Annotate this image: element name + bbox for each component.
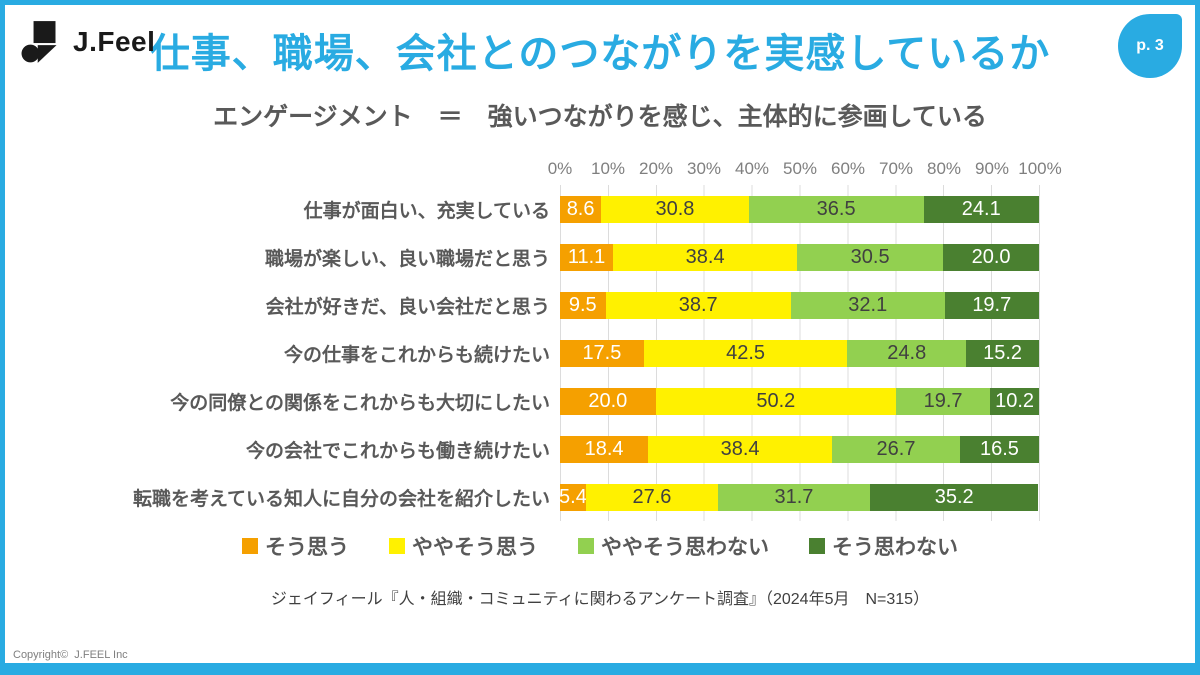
bar-segment: 27.6: [585, 483, 719, 511]
bar-segment: 30.5: [797, 243, 944, 271]
stacked-bar: 8.6 30.8 36.5 24.1: [560, 195, 1039, 223]
jfeel-logo-icon: [21, 21, 57, 63]
legend-swatch: [242, 538, 258, 554]
x-axis-tick: 20%: [638, 159, 674, 178]
category-label: 今の会社でこれからも働き続けたい: [245, 440, 550, 462]
logo-text: J.Feel: [73, 26, 156, 57]
x-axis-tick: 90%: [974, 159, 1010, 178]
legend-swatch: [809, 538, 825, 554]
legend-item: ややそう思う: [389, 531, 538, 561]
x-axis-tick: 10%: [590, 159, 626, 178]
bar-row: 20.0 50.2 19.7 10.2: [560, 377, 1039, 425]
category-label: 仕事が面白い、充実している: [303, 200, 550, 222]
x-axis-tick: 60%: [830, 159, 866, 178]
legend-item: ややそう思わない: [578, 531, 769, 561]
bar-segment: 16.5: [959, 435, 1039, 463]
category-label: 会社が好きだ、良い会社だと思う: [265, 296, 550, 318]
bar-segment: 19.7: [895, 387, 991, 415]
engagement-stacked-bar-chart: 0% 10% 20% 30% 40% 50% 60% 70% 80% 90% 100% 仕事が面白い…: [105, 159, 1062, 521]
category-label: 今の同僚との関係をこれからも大切にしたい: [170, 392, 550, 414]
bar-segment: 24.8: [847, 339, 967, 367]
bar-segment: 18.4: [560, 435, 649, 463]
stacked-bar: 9.5 38.7 32.1 19.7: [560, 291, 1039, 319]
bar-segment: 26.7: [832, 435, 960, 463]
legend-swatch: [578, 538, 594, 554]
page-number-badge: p. 3: [1118, 14, 1182, 78]
bar-segment: 38.4: [648, 435, 833, 463]
x-axis-tick: 100%: [1018, 159, 1062, 178]
x-axis: 0% 10% 20% 30% 40% 50% 60% 70% 80% 90% 100%: [105, 159, 1062, 185]
category-label: 今の仕事をこれからも続けたい: [283, 344, 550, 366]
bar-segment: 30.8: [601, 195, 749, 223]
bar-segment: 15.2: [966, 339, 1039, 367]
x-axis-tick: 80%: [926, 159, 962, 178]
bar-segment: 20.0: [560, 387, 656, 415]
x-axis-tick: 70%: [878, 159, 914, 178]
bar-segment: 9.5: [560, 291, 606, 319]
legend-label: そう思う: [265, 536, 349, 559]
chart-legend: そう思う ややそう思う ややそう思わない そう思わない: [5, 531, 1195, 561]
x-axis-ticks: 0% 10% 20% 30% 40% 50% 60% 70% 80% 90% 100%: [548, 159, 1062, 185]
legend-item: そう思わない: [809, 531, 958, 561]
bar-segment: 11.1: [560, 243, 614, 271]
bar-row: 5.4 27.6 31.7 35.2: [559, 473, 1039, 521]
bar-segment: 50.2: [655, 387, 896, 415]
bar-row: 11.1 38.4 30.5 20.0: [560, 233, 1039, 281]
legend-label: ややそう思わない: [601, 536, 769, 559]
page-title: 仕事、職場、会社とのつながりを実感しているか: [149, 32, 1051, 76]
stacked-bar: 17.5 42.5 24.8 15.2: [560, 339, 1039, 367]
bar-segment: 38.7: [605, 291, 791, 319]
bar-segment: 19.7: [944, 291, 1039, 319]
stacked-bar: 11.1 38.4 30.5 20.0: [560, 243, 1039, 271]
legend-swatch: [389, 538, 405, 554]
category-label: 転職を考えている知人に自分の会社を紹介したい: [132, 488, 550, 510]
stacked-bar: 18.4 38.4 26.7 16.5: [560, 435, 1039, 463]
bottom-accent-bar: [5, 663, 1195, 675]
bar-segment: 38.4: [613, 243, 798, 271]
stacked-bar: 5.4 27.6 31.7 35.2: [559, 483, 1039, 511]
x-axis-tick: 40%: [734, 159, 770, 178]
bar-row: 17.5 42.5 24.8 15.2: [560, 329, 1039, 377]
x-axis-tick: 50%: [782, 159, 818, 178]
legend-label: そう思わない: [832, 536, 958, 559]
bar-segment: 20.0: [943, 243, 1039, 271]
x-axis-tick: 30%: [686, 159, 722, 178]
bar-segment: 35.2: [869, 483, 1039, 511]
source-note: ジェイフィール『人・組織・コミュニティに関わるアンケート調査』（2024年5月 …: [270, 591, 930, 608]
bar-segment: 10.2: [990, 387, 1039, 415]
legend-label: ややそう思う: [412, 536, 538, 559]
copyright-text: Copyright© J.FEEL Inc: [13, 649, 128, 661]
category-label: 職場が楽しい、良い職場だと思う: [264, 248, 550, 270]
bar-segment: 24.1: [923, 195, 1039, 223]
slide-subtitle: エンゲージメント ＝ 強いつながりを感じ、主体的に参画している: [213, 103, 987, 131]
axis-spacer: [105, 159, 560, 185]
stacked-bar: 20.0 50.2 19.7 10.2: [560, 387, 1039, 415]
bar-segment: 36.5: [748, 195, 924, 223]
bar-segment: 31.7: [718, 483, 870, 511]
category-labels: 仕事が面白い、充実している職場が楽しい、良い職場だと思う 会社が好きだ、良い会社だ…: [105, 185, 560, 521]
plot-area: 8.6 30.8 36.5 24.1 11.1 38.4 30.5 20.0 9.5 38.7 32…: [559, 185, 1040, 521]
x-axis-tick: 0%: [547, 159, 573, 178]
jfeel-logo: J.Feel: [21, 19, 155, 65]
bar-row: 8.6 30.8 36.5 24.1: [560, 185, 1039, 233]
bar-segment: 5.4: [559, 483, 587, 511]
bar-segment: 8.6: [560, 195, 602, 223]
bar-segment: 42.5: [643, 339, 848, 367]
bar-row: 18.4 38.4 26.7 16.5: [560, 425, 1039, 473]
bar-row: 9.5 38.7 32.1 19.7: [560, 281, 1039, 329]
legend-item: そう思う: [242, 531, 349, 561]
bar-segment: 17.5: [560, 339, 644, 367]
bar-segment: 32.1: [790, 291, 945, 319]
chart-body: 仕事が面白い、充実している職場が楽しい、良い職場だと思う 会社が好きだ、良い会社だ…: [105, 185, 1040, 521]
